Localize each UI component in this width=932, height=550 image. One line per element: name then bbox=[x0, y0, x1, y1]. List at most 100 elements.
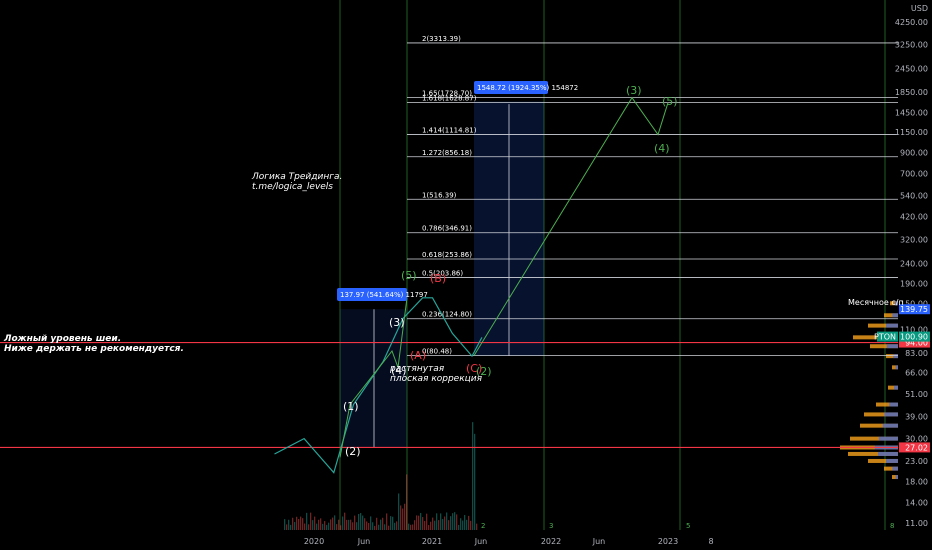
x-tick-label: 2020 bbox=[304, 537, 324, 546]
volume-bar bbox=[402, 508, 404, 530]
volume-profile-bar bbox=[890, 301, 898, 306]
volume-bar bbox=[362, 515, 364, 530]
price-tag-box bbox=[899, 337, 930, 348]
volume-profile-bar bbox=[882, 423, 898, 428]
y-tick-label: 700.00 bbox=[900, 170, 928, 179]
volume-bar bbox=[398, 493, 400, 530]
volume-bar bbox=[444, 516, 446, 530]
logic-note-link[interactable]: t.me/logica_levels bbox=[252, 182, 333, 192]
neck-note-line2: Ниже держать не рекомендуется. bbox=[4, 344, 184, 354]
volume-profile-bar bbox=[892, 365, 898, 370]
y-tick-label: 1150.00 bbox=[895, 128, 928, 137]
volume-bar bbox=[410, 524, 412, 530]
volume-bar bbox=[466, 519, 468, 530]
volume-profile-bar bbox=[850, 436, 898, 441]
x-tick-label: 2021 bbox=[422, 537, 442, 546]
bottom-marker: 3 bbox=[549, 522, 553, 530]
volume-bar bbox=[432, 517, 434, 530]
volume-profile-bar bbox=[886, 354, 898, 359]
y-tick-label: 83.00 bbox=[905, 349, 928, 358]
volume-bar bbox=[304, 523, 306, 530]
volume-profile-bar bbox=[892, 466, 898, 471]
projection-path bbox=[473, 96, 669, 356]
y-tick-label: 110.00 bbox=[900, 325, 928, 334]
volume-profile-bar bbox=[892, 475, 898, 480]
volume-bar bbox=[294, 522, 296, 530]
neck-note: Ложный уровень шеи. Ниже держать не реко… bbox=[4, 334, 184, 354]
volume-bar bbox=[406, 474, 408, 530]
logic-note: Логика Трейдинга. t.me/logica_levels bbox=[252, 172, 342, 192]
volume-profile-bar bbox=[884, 313, 898, 318]
x-tick-label: 8 bbox=[708, 537, 713, 546]
volume-bar bbox=[408, 523, 410, 530]
volume-bar bbox=[360, 513, 362, 530]
volume-bar bbox=[292, 517, 294, 530]
volume-profile bbox=[840, 301, 898, 480]
volume-bar bbox=[348, 519, 350, 530]
volume-profile-bar bbox=[888, 385, 898, 390]
volume-bar bbox=[338, 519, 340, 530]
price-series-line bbox=[274, 297, 483, 474]
volume-profile-bar bbox=[848, 451, 898, 456]
wave-label-10: (4) bbox=[654, 142, 670, 155]
measure-label-1: 1548.72 (1924.35%) 154872 bbox=[474, 81, 578, 94]
volume-profile-bar bbox=[860, 423, 898, 428]
currency-label: USD bbox=[911, 4, 928, 13]
volume-bar bbox=[372, 522, 374, 530]
wave-label-0: (1) bbox=[343, 400, 359, 413]
x-tick-label: 2022 bbox=[541, 537, 561, 546]
volume-bar bbox=[440, 513, 442, 530]
fib-label-1: 1.65(1728.70) bbox=[422, 90, 472, 98]
volume-bar bbox=[392, 516, 394, 530]
volume-bar bbox=[308, 524, 310, 530]
y-tick-label: 51.00 bbox=[905, 390, 928, 399]
volume-bar bbox=[374, 525, 376, 530]
volume-bar bbox=[468, 515, 470, 530]
volume-bar bbox=[436, 513, 438, 530]
measure-box-1 bbox=[340, 309, 407, 448]
wave-label-2: (3) bbox=[389, 316, 405, 329]
wave-label-5: (A) bbox=[410, 349, 426, 362]
volume-profile-bar bbox=[868, 323, 898, 328]
volume-profile-bar bbox=[886, 344, 898, 349]
y-tick-label: 1450.00 bbox=[895, 108, 928, 117]
volume-profile-bar bbox=[884, 412, 898, 417]
volume-bar bbox=[322, 523, 324, 530]
volume-bar bbox=[332, 517, 334, 530]
volume-bar bbox=[442, 519, 444, 530]
x-tick-label: Jun bbox=[592, 537, 606, 546]
volume-bar bbox=[416, 515, 418, 530]
measure-label-box bbox=[474, 81, 548, 94]
volume-bar bbox=[334, 515, 336, 530]
volume-bar bbox=[302, 518, 304, 530]
fib-retracement: 2(3313.39) 1.65(1728.70)1.618(1628.87) 1.4… bbox=[407, 35, 898, 357]
y-tick-label: 30.00 bbox=[905, 435, 928, 444]
volume-bar bbox=[446, 512, 448, 530]
bottom-marker: 2 bbox=[481, 522, 485, 530]
volume-profile-bar bbox=[878, 436, 898, 441]
volume-bar bbox=[284, 519, 286, 530]
volume-profile-bar bbox=[894, 301, 898, 306]
volume-bar bbox=[400, 505, 402, 530]
volume-bar bbox=[426, 513, 428, 530]
measure-label-box bbox=[337, 288, 407, 301]
volume-bar bbox=[470, 520, 472, 530]
y-tick-label: 2450.00 bbox=[895, 64, 928, 73]
volume-bar bbox=[300, 516, 302, 530]
volume-bar bbox=[380, 519, 382, 530]
impulse-wave-path bbox=[339, 297, 408, 458]
y-tick-label: 4250.00 bbox=[895, 18, 928, 27]
price-tag-text: 27.02 bbox=[905, 443, 928, 452]
volume-bar bbox=[364, 518, 366, 530]
volume-bar bbox=[352, 522, 354, 530]
volume-bar bbox=[464, 515, 466, 530]
y-tick-label: 540.00 bbox=[900, 192, 928, 201]
volume-bar bbox=[396, 521, 398, 530]
volume-bar bbox=[450, 516, 452, 530]
volume-bar bbox=[290, 524, 292, 530]
bottom-marker: 5 bbox=[686, 522, 690, 530]
volume-bar bbox=[354, 515, 356, 530]
volume-profile-bar bbox=[895, 365, 898, 370]
volume-bar bbox=[460, 518, 462, 530]
